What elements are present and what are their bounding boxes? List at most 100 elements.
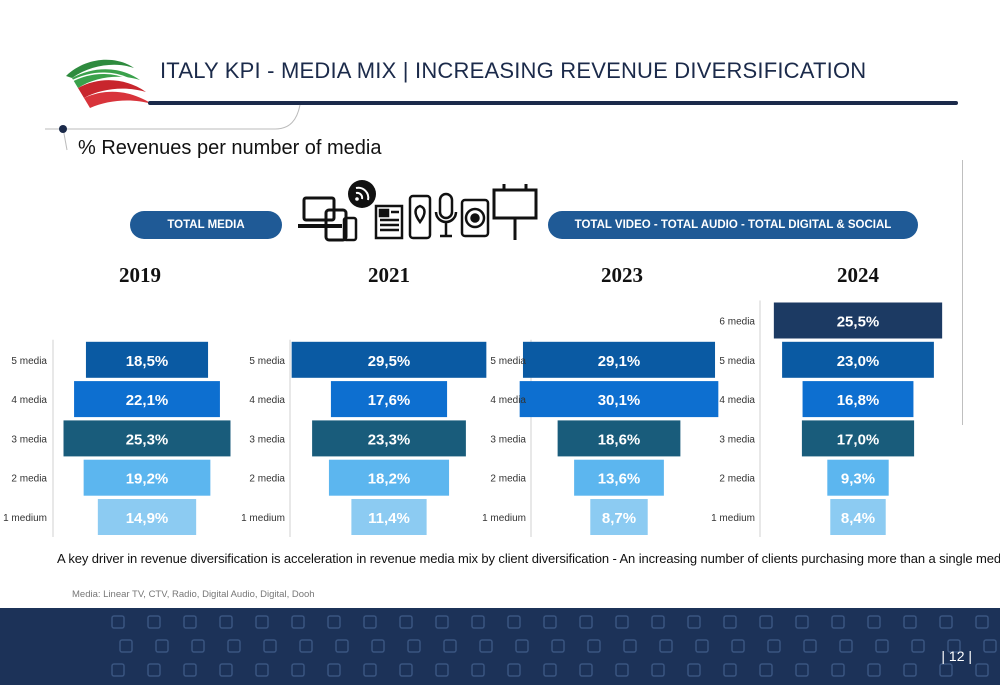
- data-label: 25,3%: [126, 431, 169, 448]
- footer-square: [939, 615, 953, 629]
- footer-square: [543, 615, 557, 629]
- panel-2024: 2024 25,5% 6 media 23,0% 5 media 16,8% 4 media…: [711, 263, 943, 537]
- data-label: 19,2%: [126, 471, 169, 488]
- footer-square: [111, 615, 125, 629]
- bar: [557, 420, 681, 457]
- media-list-note: Media: Linear TV, CTV, Radio, Digital Au…: [72, 589, 315, 600]
- footer-square: [579, 663, 593, 677]
- footer-square: [291, 615, 305, 629]
- decorative-arc: [45, 104, 301, 151]
- footer-square: [831, 615, 845, 629]
- data-label: 18,5%: [126, 353, 169, 370]
- data-label: 16,8%: [837, 392, 880, 409]
- footer-square: [363, 615, 377, 629]
- page-number: | 12 |: [941, 648, 972, 664]
- bar: [74, 381, 220, 418]
- bar: [83, 459, 211, 496]
- bar: [312, 420, 466, 457]
- bar: [351, 499, 427, 535]
- smartphone-location-icon: [408, 194, 432, 240]
- billboard-icon: [492, 184, 538, 240]
- category-label: 2 media: [11, 474, 47, 485]
- footer-square: [255, 615, 269, 629]
- footer-square: [335, 639, 349, 653]
- category-label: 3 media: [490, 434, 526, 445]
- footer-square: [399, 663, 413, 677]
- footer-square: [515, 639, 529, 653]
- italy-flag-logo: [66, 59, 152, 108]
- phone-icon: [342, 216, 358, 242]
- bar: [773, 302, 943, 339]
- title-underline: [148, 101, 958, 105]
- total-video-audio-digital-pill: TOTAL VIDEO - TOTAL AUDIO - TOTAL DIGITA…: [548, 211, 918, 239]
- footer-square: [947, 639, 961, 653]
- bar: [291, 341, 487, 378]
- footer-square: [975, 663, 989, 677]
- footer-square: [155, 639, 169, 653]
- panel-2021: 2021 29,5% 5 media 17,6% 4 media 23,3% 3 media…: [241, 263, 487, 537]
- bar: [801, 420, 915, 457]
- footer-square: [435, 663, 449, 677]
- bar: [574, 459, 664, 496]
- footer-square: [723, 663, 737, 677]
- bar: [590, 499, 648, 535]
- footer-square: [443, 639, 457, 653]
- footer-pattern: [111, 615, 997, 677]
- bar: [97, 499, 197, 535]
- footer-square: [975, 615, 989, 629]
- footer-square: [803, 639, 817, 653]
- footer-square: [831, 663, 845, 677]
- footer-square: [579, 615, 593, 629]
- footer-square: [623, 639, 637, 653]
- bar: [522, 341, 716, 378]
- footer-square: [731, 639, 745, 653]
- data-label: 13,6%: [598, 471, 641, 488]
- footer-square: [299, 639, 313, 653]
- footer-square: [435, 615, 449, 629]
- data-label: 18,6%: [598, 431, 641, 448]
- category-label: 3 media: [249, 434, 285, 445]
- footer-square: [407, 639, 421, 653]
- footer-square: [867, 615, 881, 629]
- year-label: 2021: [368, 263, 410, 287]
- category-label: 1 medium: [482, 513, 526, 524]
- footer-square: [363, 663, 377, 677]
- footer-square: [983, 639, 997, 653]
- footer-square: [839, 639, 853, 653]
- footer-square: [903, 615, 917, 629]
- footer-square: [471, 615, 485, 629]
- bar: [85, 341, 209, 378]
- footer-square: [687, 663, 701, 677]
- data-label: 11,4%: [368, 510, 410, 527]
- category-label: 3 media: [11, 434, 47, 445]
- category-label: 4 media: [249, 395, 285, 406]
- bar: [827, 459, 889, 496]
- category-label: 5 media: [490, 356, 526, 367]
- category-label: 4 media: [490, 395, 526, 406]
- footer-square: [219, 663, 233, 677]
- footer-square: [543, 663, 557, 677]
- footer-square: [399, 615, 413, 629]
- data-label: 25,5%: [837, 314, 880, 331]
- footer-square: [867, 663, 881, 677]
- footer-square: [183, 663, 197, 677]
- page-title: ITALY KPI - MEDIA MIX | INCREASING REVEN…: [160, 58, 867, 83]
- footer-square: [111, 663, 125, 677]
- year-label: 2023: [601, 263, 643, 287]
- footer-square: [551, 639, 565, 653]
- category-label: 2 media: [249, 474, 285, 485]
- footer-square: [327, 615, 341, 629]
- newspaper-icon: [374, 204, 404, 240]
- footer-square: [371, 639, 385, 653]
- category-label: 2 media: [490, 474, 526, 485]
- footer-square: [327, 663, 341, 677]
- footer-square: [687, 615, 701, 629]
- footer-square: [651, 615, 665, 629]
- category-label: 2 media: [719, 474, 755, 485]
- tablet-icon: [324, 208, 348, 242]
- data-label: 17,6%: [368, 392, 411, 409]
- footer-square: [723, 615, 737, 629]
- footer-square: [903, 663, 917, 677]
- data-label: 8,7%: [602, 510, 636, 527]
- data-label: 29,1%: [598, 353, 641, 370]
